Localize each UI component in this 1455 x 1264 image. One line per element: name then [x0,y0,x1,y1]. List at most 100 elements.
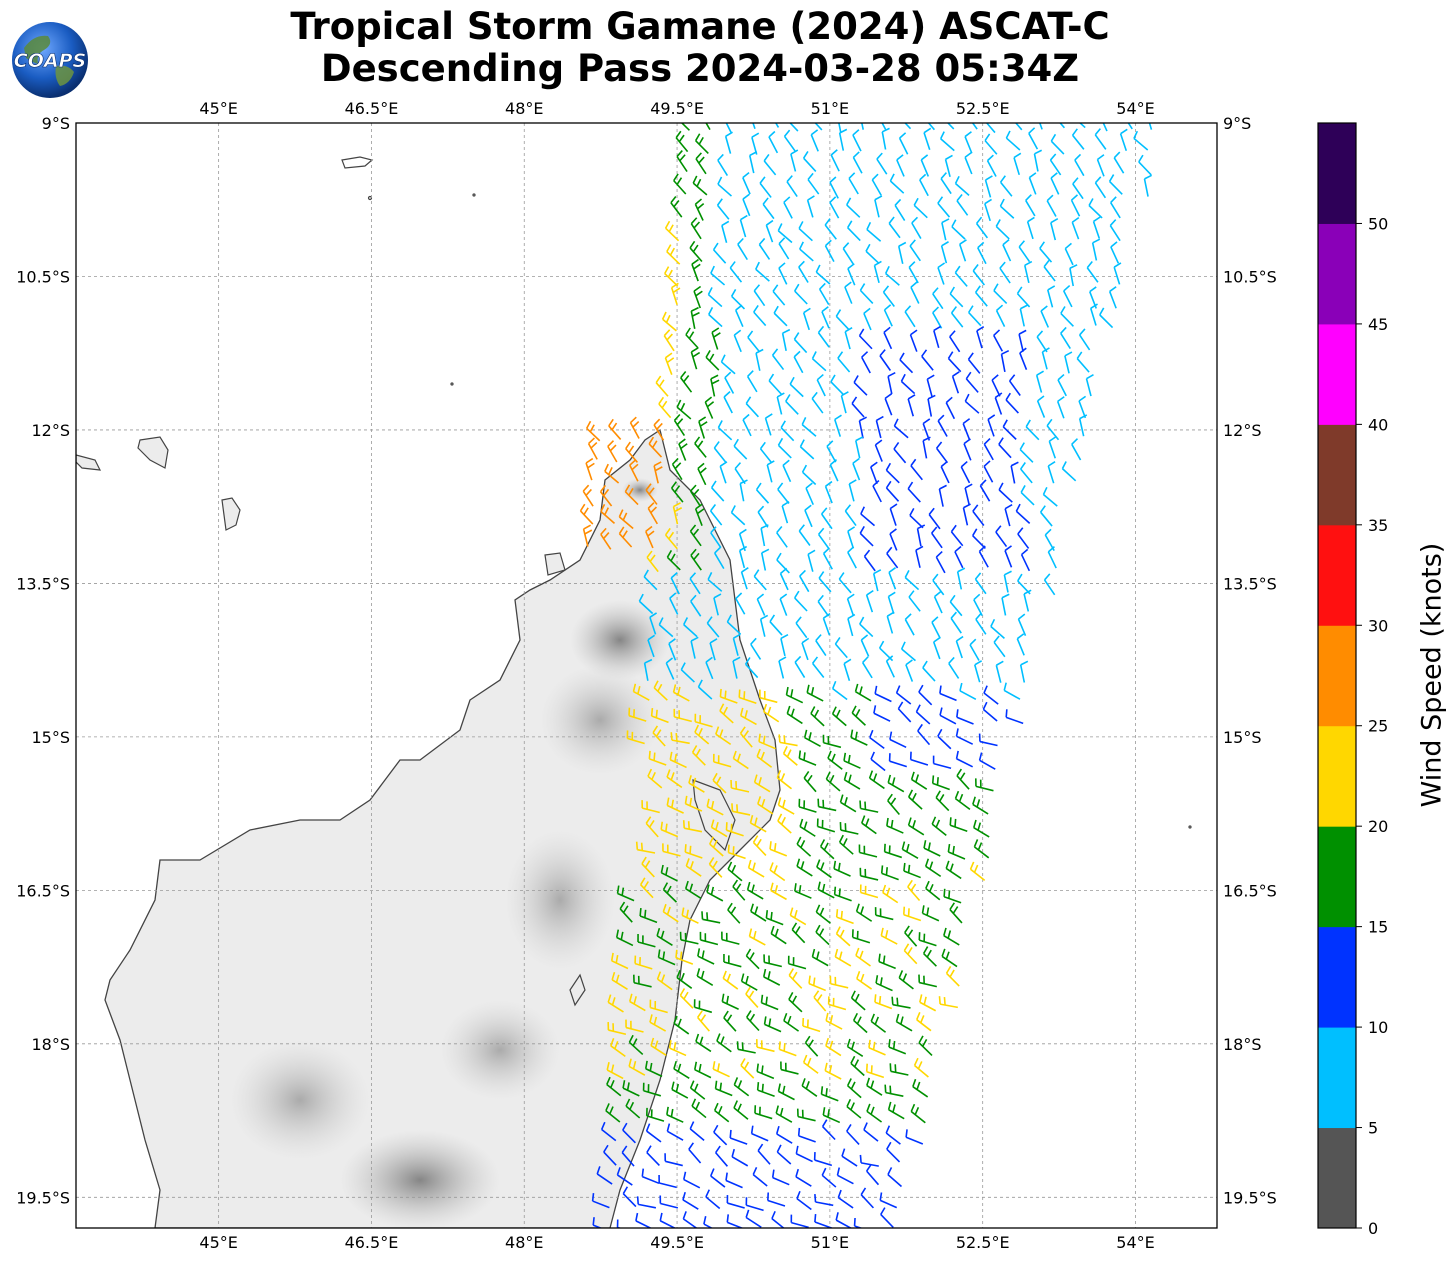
wind-barb [838,834,854,855]
wind-barb [765,910,784,926]
wind-barb [789,376,804,398]
wind-barb [587,437,598,460]
wind-barb [611,971,628,990]
wind-barb [978,545,989,568]
wind-barb [888,753,907,768]
wind-barb [1019,442,1034,463]
wind-barb [850,729,868,746]
wind-barb [806,684,824,702]
wind-barb [846,1078,862,1099]
wind-barb [652,725,666,747]
wind-barb [1108,174,1123,195]
wind-barb [607,994,624,1013]
wind-barb [1072,177,1084,200]
wind-barb [780,633,789,657]
wind-barb [807,549,816,572]
colorbar-segments [1318,123,1356,1229]
wind-barb [972,504,985,527]
wind-barb [954,265,968,287]
wind-barb [788,992,803,1013]
wind-barb [844,504,857,527]
wind-barb [666,1106,684,1123]
wind-barb [1047,285,1056,308]
lat-tick-label-right: 13.5°S [1223,574,1277,593]
wind-barb [932,573,945,596]
wind-barb [937,728,952,750]
wind-barb [690,217,702,240]
wind-barb [796,836,812,857]
wind-barb [689,524,702,547]
wind-barb [750,637,762,660]
wind-barb [995,304,1006,327]
wind-barb [740,1058,755,1079]
wind-barb [1046,418,1060,441]
wind-barb [778,734,798,747]
wind-barb [782,746,798,766]
wind-barb [1003,682,1021,700]
wind-barb [606,1062,624,1080]
wind-barb [682,1191,699,1210]
wind-barb-map: 45°E 46.5°E 48°E 49.5°E 51°E 52.5°E 54°E 45°E 4… [16,99,1277,1252]
wind-barb [833,860,851,877]
wind-barb [796,1190,812,1211]
wind-barb [763,153,777,176]
wind-barb [1078,414,1088,437]
wind-barb [853,1217,864,1228]
wind-barb [846,1038,864,1057]
wind-barb [662,843,681,857]
comoros-islands [76,436,241,531]
wind-barb [859,800,879,813]
wind-barb [698,416,708,439]
wind-barb [675,130,689,153]
wind-barb [874,195,883,218]
lon-tick-label-top: 54°E [1116,99,1154,118]
wind-barb [995,525,1008,548]
wind-barb [808,975,826,992]
wind-barb [893,418,909,439]
wind-barb [778,1041,797,1057]
wind-barb [740,973,758,991]
wind-barb [600,1121,617,1142]
wind-barb [616,1167,633,1186]
wind-barb [931,616,941,639]
wind-barb [956,709,974,725]
wind-barb [664,266,679,287]
wind-barb [701,911,721,924]
wind-barb [973,593,983,617]
wind-barb [648,436,663,458]
wind-barb [909,751,929,766]
wind-barb [591,1193,610,1209]
wind-barb [919,994,937,1012]
wind-barb [738,689,757,705]
wind-barb [649,1014,667,1032]
wind-barb [907,394,916,417]
wind-barb [933,590,943,614]
wind-barb [855,436,864,459]
wind-barb [1019,347,1028,370]
wind-barb [707,572,723,592]
wind-barb [717,153,729,176]
wind-barb [1028,127,1039,150]
wind-barb [817,325,830,348]
wind-barb [945,396,956,420]
wind-barb [671,457,683,481]
wind-barb [878,953,896,970]
wind-barb [709,836,724,857]
wind-barb [995,660,1004,683]
wind-barb [721,931,740,945]
wind-barb [675,949,694,965]
wind-barb [967,352,981,374]
wind-barb [732,656,741,679]
wind-barb [705,1189,721,1210]
wind-barb [813,1152,833,1167]
wind-barb [907,879,921,902]
wind-barb [664,1153,683,1167]
wind-barb [924,858,942,878]
wind-barb [998,437,1012,459]
wind-barb [797,1127,816,1143]
colorbar-segment [1318,826,1356,928]
wind-barb [733,1100,749,1120]
wind-barb [721,220,730,243]
wind-barb [757,1143,771,1165]
wind-barb [592,1217,603,1228]
